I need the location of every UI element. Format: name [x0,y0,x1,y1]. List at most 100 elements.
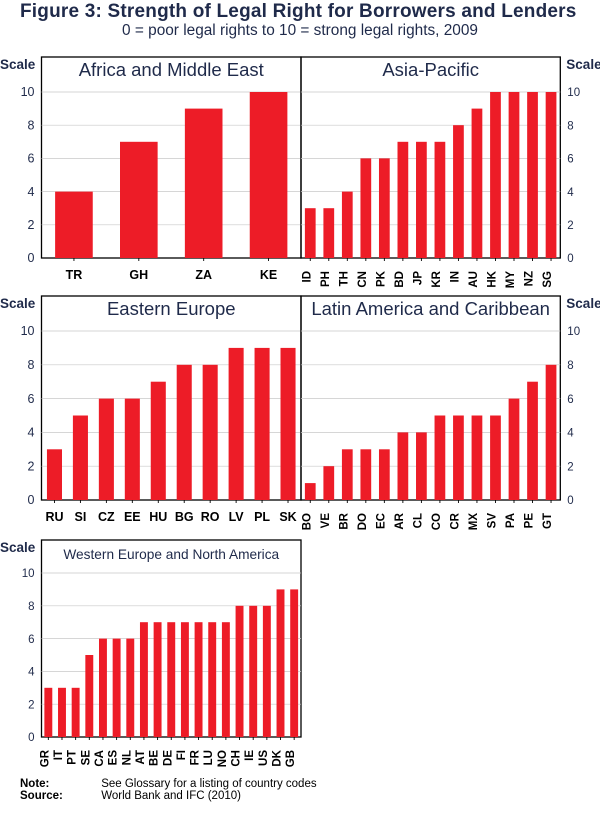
svg-text:Africa and Middle East: Africa and Middle East [79,59,264,80]
svg-text:IT: IT [53,750,65,760]
svg-text:Asia-Pacific: Asia-Pacific [382,59,479,80]
svg-text:KR: KR [431,270,443,287]
svg-text:6: 6 [28,634,34,646]
svg-text:TH: TH [338,271,350,286]
svg-text:PH: PH [320,271,332,287]
svg-text:CR: CR [449,512,461,529]
svg-text:NL: NL [121,750,133,765]
svg-text:ES: ES [108,750,120,766]
svg-text:BE: BE [149,750,161,766]
svg-text:2: 2 [567,220,573,232]
svg-text:6: 6 [28,152,35,166]
svg-text:4: 4 [28,426,35,440]
svg-text:VE: VE [320,513,332,529]
svg-text:6: 6 [28,392,35,406]
svg-text:RU: RU [45,510,63,524]
svg-text:NZ: NZ [524,271,536,286]
svg-text:0: 0 [567,495,573,507]
svg-text:GR: GR [39,749,51,767]
svg-text:0: 0 [28,493,35,507]
svg-text:DK: DK [272,749,284,766]
svg-text:0: 0 [28,251,35,265]
svg-text:10: 10 [567,326,580,338]
svg-text:2: 2 [567,461,573,473]
svg-text:0: 0 [567,253,573,265]
svg-text:JP: JP [412,271,424,285]
svg-text:ZA: ZA [195,268,212,282]
svg-text:EE: EE [124,510,141,524]
svg-text:4: 4 [567,187,574,199]
svg-text:Western Europe and North Ameri: Western Europe and North America [63,547,279,562]
svg-text:Scale: Scale [0,540,36,555]
svg-text:PL: PL [254,510,270,524]
svg-text:BR: BR [338,512,350,529]
svg-text:8: 8 [567,120,573,132]
svg-text:HK: HK [486,270,498,287]
svg-text:0: 0 [28,732,34,744]
svg-text:EC: EC [375,513,387,529]
svg-text:CA: CA [94,750,106,767]
svg-text:SE: SE [80,750,92,766]
svg-text:US: US [258,750,270,766]
svg-text:Eastern Europe: Eastern Europe [107,298,236,319]
svg-text:AR: AR [394,512,406,529]
svg-text:CN: CN [357,271,369,288]
svg-text:GB: GB [285,750,297,767]
svg-text:LU: LU [203,750,215,765]
svg-text:6: 6 [567,394,573,406]
svg-text:PK: PK [375,270,387,287]
svg-text:ID: ID [301,271,313,283]
svg-text:4: 4 [567,428,574,440]
svg-text:SK: SK [279,510,296,524]
svg-text:IE: IE [244,750,256,761]
svg-text:Scale: Scale [0,296,36,311]
svg-text:10: 10 [567,87,580,99]
svg-text:RO: RO [201,510,220,524]
svg-text:8: 8 [28,358,35,372]
svg-text:KE: KE [260,268,277,282]
svg-text:HU: HU [149,510,167,524]
svg-text:10: 10 [21,324,35,338]
svg-text:AU: AU [468,271,480,288]
svg-text:CH: CH [231,750,243,767]
svg-text:SI: SI [75,510,87,524]
svg-text:LV: LV [229,510,245,524]
svg-text:BD: BD [394,271,406,288]
svg-text:Latin America and Caribbean: Latin America and Caribbean [311,298,550,319]
svg-text:Scale: Scale [0,57,36,72]
svg-text:PT: PT [67,750,79,765]
svg-text:NO: NO [217,750,229,767]
svg-text:8: 8 [28,601,34,613]
svg-text:4: 4 [28,185,35,199]
svg-text:2: 2 [28,459,35,473]
svg-text:2: 2 [28,699,34,711]
svg-text:BO: BO [301,513,313,530]
svg-text:GH: GH [129,268,148,282]
svg-text:8: 8 [567,360,573,372]
svg-text:CO: CO [431,513,443,530]
svg-text:Scale: Scale [566,57,600,72]
svg-text:TR: TR [66,268,83,282]
svg-text:GT: GT [542,513,554,529]
svg-text:Scale: Scale [566,296,600,311]
svg-text:4: 4 [28,667,35,679]
svg-text:SG: SG [542,271,554,288]
svg-text:PE: PE [524,513,536,529]
svg-text:FI: FI [176,750,188,760]
svg-text:AT: AT [135,750,147,764]
svg-text:10: 10 [22,568,35,580]
svg-text:6: 6 [567,154,573,166]
svg-text:8: 8 [28,118,35,132]
svg-text:MX: MX [468,513,480,531]
svg-text:10: 10 [21,85,35,99]
svg-text:BG: BG [175,510,194,524]
svg-text:FR: FR [190,749,202,765]
svg-text:SV: SV [486,513,498,529]
svg-text:DO: DO [357,513,369,530]
svg-text:2: 2 [28,218,35,232]
svg-text:MY: MY [505,271,517,289]
svg-text:CZ: CZ [98,510,115,524]
svg-text:CL: CL [412,513,424,528]
svg-text:PA: PA [505,513,517,528]
svg-text:DE: DE [162,750,174,766]
